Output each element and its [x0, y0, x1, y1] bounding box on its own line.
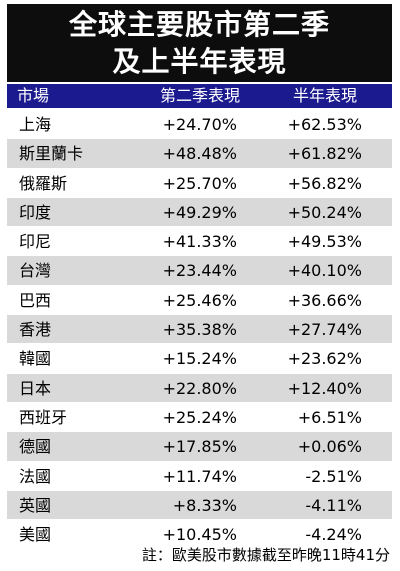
cell-market: 香港	[19, 320, 52, 340]
cell-market: 上海	[19, 115, 52, 134]
table-row: 德國 +17.85% +0.06%	[7, 432, 392, 462]
cell-q2: +25.70%	[162, 173, 237, 193]
header-h1: 半年表現	[292, 86, 357, 105]
cell-q2: +41.33%	[162, 232, 237, 252]
table-row: 斯里蘭卡 +48.48% +61.82%	[7, 139, 392, 169]
cell-q2: +10.45%	[162, 525, 237, 545]
cell-market: 巴西	[19, 290, 52, 310]
cell-h1: +62.53%	[287, 115, 362, 134]
cell-h1: +27.74%	[287, 320, 362, 340]
cell-market: 德國	[19, 437, 52, 457]
table-row: 巴西 +25.46% +36.66%	[7, 285, 392, 316]
cell-market: 俄羅斯	[19, 173, 68, 193]
cell-market: 韓國	[19, 349, 52, 369]
cell-q2: +48.48%	[162, 144, 237, 164]
table-row: 日本 +22.80% +12.40%	[7, 373, 392, 403]
cell-h1: +49.53%	[287, 232, 362, 252]
cell-market: 印度	[19, 202, 52, 222]
table-row: 印度 +49.29% +50.24%	[7, 197, 392, 228]
header-q2: 第二季表現	[159, 86, 240, 105]
table-row: 美國 +10.45% -4.24%	[7, 520, 392, 550]
cell-h1: +40.10%	[287, 261, 362, 281]
title-line-1: 全球主要股市第二季	[68, 8, 330, 41]
footnote: 註：歐美股市數據截至昨晚11時41分	[141, 546, 390, 564]
table-row: 法國 +11.74% -2.51%	[7, 461, 392, 491]
cell-q2: +25.24%	[162, 407, 237, 427]
cell-q2: +23.44%	[162, 261, 237, 281]
cell-h1: +61.82%	[287, 144, 362, 164]
cell-q2: +8.33%	[172, 495, 237, 515]
cell-market: 台灣	[19, 261, 52, 281]
cell-q2: +49.29%	[162, 202, 237, 222]
cell-market: 斯里蘭卡	[19, 144, 84, 164]
cell-h1: +0.06%	[297, 437, 362, 457]
cell-h1: -4.24%	[305, 525, 362, 545]
cell-h1: +56.82%	[287, 173, 362, 193]
cell-q2: +24.70%	[162, 115, 237, 134]
cell-h1: +6.51%	[297, 407, 362, 427]
cell-market: 印尼	[19, 232, 52, 252]
table-body: 上海 +24.70% +62.53% 斯里蘭卡 +48.48% +61.82% …	[7, 110, 392, 550]
table-row: 西班牙 +25.24% +6.51%	[7, 402, 392, 433]
table-row: 台灣 +23.44% +40.10%	[7, 256, 392, 286]
table-row: 英國 +8.33% -4.11%	[7, 490, 392, 521]
cell-q2: +17.85%	[162, 437, 237, 457]
cell-market: 法國	[19, 466, 52, 486]
cell-h1: -4.11%	[305, 495, 362, 515]
table-row: 香港 +35.38% +27.74%	[7, 315, 392, 345]
cell-h1: +50.24%	[287, 202, 362, 222]
table-row: 印尼 +41.33% +49.53%	[7, 227, 392, 257]
cell-q2: +15.24%	[162, 349, 237, 369]
cell-q2: +22.80%	[162, 378, 237, 398]
title-banner: 全球主要股市第二季 及上半年表現	[7, 4, 392, 82]
table-row: 俄羅斯 +25.70% +56.82%	[7, 168, 392, 198]
header-market: 市場	[17, 86, 50, 105]
cell-h1: +12.40%	[287, 378, 362, 398]
cell-market: 美國	[19, 525, 52, 545]
cell-h1: +23.62%	[287, 349, 362, 369]
cell-market: 日本	[19, 378, 52, 398]
cell-market: 西班牙	[19, 407, 68, 427]
table-row: 上海 +24.70% +62.53%	[7, 110, 392, 140]
cell-q2: +35.38%	[162, 320, 237, 340]
cell-q2: +11.74%	[162, 466, 237, 486]
cell-h1: -2.51%	[305, 466, 362, 486]
table-row: 韓國 +15.24% +23.62%	[7, 344, 392, 374]
table-header: 市場 第二季表現 半年表現	[7, 84, 392, 108]
cell-q2: +25.46%	[162, 290, 237, 310]
title-line-2: 及上半年表現	[112, 45, 287, 78]
cell-market: 英國	[19, 495, 52, 515]
cell-h1: +36.66%	[287, 290, 362, 310]
